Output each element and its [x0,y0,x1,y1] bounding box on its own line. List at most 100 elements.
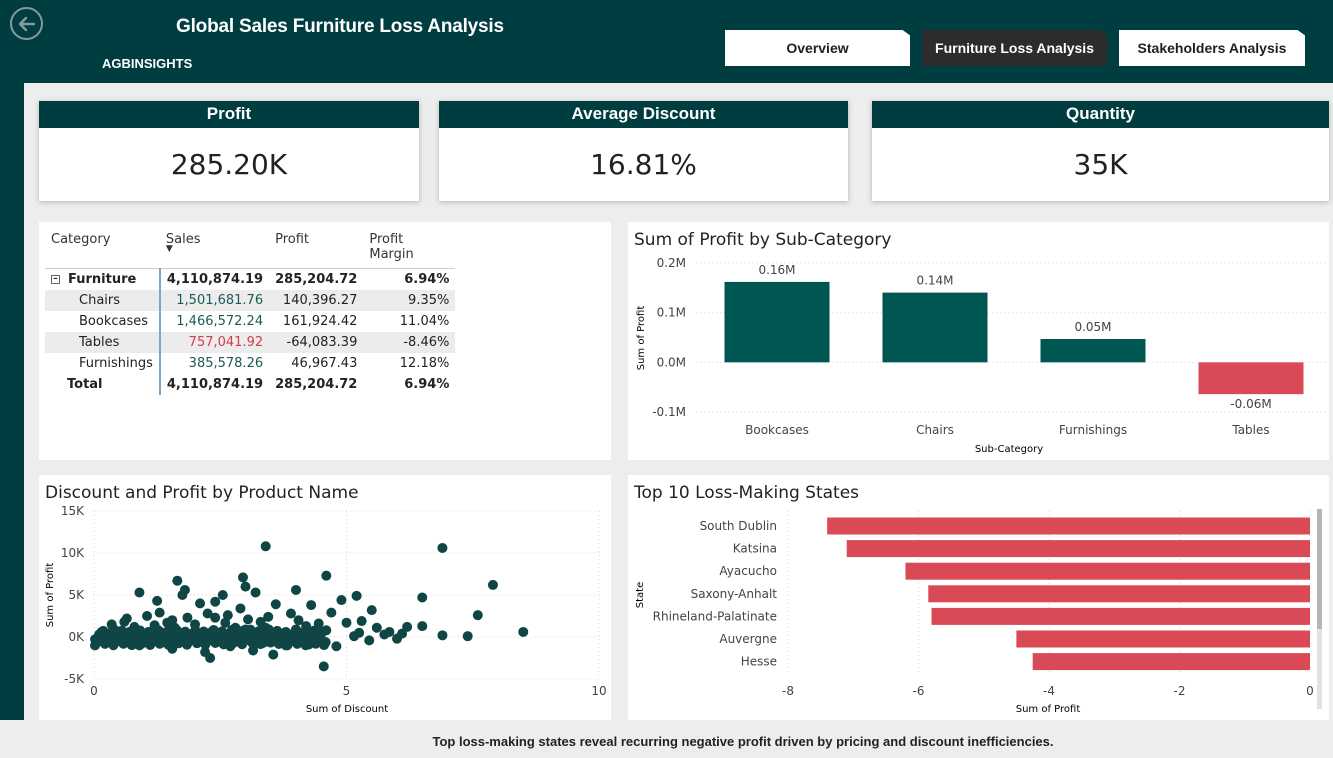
scatter-point[interactable] [326,607,337,618]
scatter-point[interactable] [154,607,165,618]
scatter-point[interactable] [437,630,448,641]
scatter-point[interactable] [248,645,259,656]
scatter-point[interactable] [250,587,261,598]
scatter-point[interactable] [121,613,132,624]
tab-overview[interactable]: Overview [725,30,910,66]
scatter-point[interactable] [285,608,296,619]
x-tick-label: 5 [343,684,351,698]
scatter-point[interactable] [235,603,246,614]
scatter-point[interactable] [356,616,367,627]
scatter-point[interactable] [268,649,279,660]
scatter-point[interactable] [313,618,324,629]
scatter-point[interactable] [397,628,408,639]
row-label[interactable]: – Furniture [45,269,160,290]
table-row[interactable]: Bookcases 1,466,572.24 161,924.42 11.04% [45,310,455,332]
scatter-point[interactable] [364,635,375,646]
scatter-point[interactable] [321,570,332,581]
scrollbar-thumb[interactable] [1317,509,1322,629]
scatter-point[interactable] [210,596,221,607]
scatter-point[interactable] [318,661,329,672]
state-bar[interactable] [931,607,1310,625]
scatter-point[interactable] [331,641,342,652]
scatter-point[interactable] [90,634,101,645]
scatter-point[interactable] [177,590,188,600]
scatter-point[interactable] [366,605,377,616]
loss-states-bar-chart[interactable]: South Dublin Katsina Ayacucho Saxony-Anhalt… [628,475,1329,720]
scatter-point[interactable] [202,608,213,619]
state-bar[interactable] [928,585,1310,603]
scatter-point[interactable] [351,590,362,601]
scatter-point[interactable] [341,617,352,628]
state-bar[interactable] [1016,630,1310,648]
table-row[interactable]: Tables 757,041.92 -64,083.39 -8.46% [45,331,456,353]
state-bar[interactable] [846,540,1310,558]
cell-profit: 285,204.72 [275,271,358,287]
column-header-profit-margin[interactable]: Profit Margin [363,228,456,269]
bar-chairs[interactable] [882,292,988,363]
tab-stakeholders-analysis[interactable]: Stakeholders Analysis [1119,30,1305,66]
scatter-point[interactable] [293,615,304,626]
scatter-point[interactable] [134,587,145,598]
scatter-point[interactable] [472,610,483,621]
scatter-point[interactable] [205,653,216,663]
scatter-point[interactable] [243,614,254,625]
x-tick-label: Chairs [916,423,954,437]
column-header-profit[interactable]: Profit [269,228,364,269]
bar-tables[interactable] [1198,362,1304,395]
scatter-point[interactable] [220,617,231,628]
scatter-point[interactable] [320,637,331,648]
scatter-point[interactable] [162,617,173,628]
discount-profit-scatter[interactable]: 15K 10K 5K 0K -5K 0 5 10 Sum of Discount Sum o… [39,475,611,720]
scatter-point[interactable] [260,541,271,552]
table-row[interactable]: Chairs 1,501,681.76 140,396.27 9.35% [45,289,456,311]
column-header-category[interactable]: Category [45,228,160,269]
scatter-point[interactable] [217,590,228,600]
scatter-point[interactable] [291,584,301,595]
bar-bookcases[interactable] [724,281,830,363]
kpi-card-profit: Profit 285.20K [39,101,419,201]
state-bar[interactable] [827,517,1310,535]
scatter-point[interactable] [263,611,274,622]
kpi-card-average-discount: Average Discount 16.81% [439,101,848,201]
row-name: Total [67,376,103,392]
y-tick-label: 0.2M [657,256,686,270]
scatter-point[interactable] [195,598,206,609]
scatter-point[interactable] [336,595,347,606]
state-bar[interactable] [1032,653,1310,671]
data-label: -0.06M [1230,397,1271,411]
scatter-point[interactable] [317,627,328,638]
y-tick-label: -0.1M [652,405,686,419]
scatter-point[interactable] [462,631,473,642]
scatter-point[interactable] [371,622,382,633]
scatter-point[interactable] [270,599,281,610]
column-header-sales[interactable]: Sales ▼ [159,228,270,269]
scatter-point[interactable] [142,611,153,621]
table-row[interactable]: – Furniture 4,110,874.19 285,204.72 6.94% [45,268,455,290]
row-name: Chairs [45,289,160,311]
subcategory-bar-chart[interactable]: 0.2M0.1M0.0M-0.1M 0.16M0.14M0.05M-0.06M … [628,222,1329,460]
scatter-point[interactable] [487,579,498,590]
scatter-point[interactable] [349,631,360,642]
scatter-point[interactable] [417,592,428,603]
scatter-point[interactable] [437,542,448,553]
state-bar[interactable] [905,562,1310,580]
bar-furnishings[interactable] [1040,339,1146,363]
scatter-point[interactable] [210,612,221,623]
table-row[interactable]: Furnishings 385,578.26 46,967.43 12.18% [45,352,455,374]
sort-descending-icon: ▼ [165,244,173,254]
scatter-point[interactable] [518,626,529,637]
scatter-point[interactable] [237,572,248,583]
tab-furniture-loss-analysis[interactable]: Furniture Loss Analysis [922,30,1107,66]
scatter-point[interactable] [152,595,163,606]
collapse-icon[interactable]: – [51,274,60,284]
scatter-point[interactable] [417,621,428,632]
scatter-point[interactable] [222,610,233,621]
scatter-point[interactable] [306,600,317,611]
scatter-point[interactable] [240,581,251,592]
scatter-point[interactable] [106,619,117,630]
scatter-point[interactable] [379,629,390,640]
back-button[interactable] [10,7,43,40]
kpi-value: 35K [1073,148,1128,181]
scatter-point[interactable] [172,575,183,586]
scatter-point[interactable] [182,612,193,623]
